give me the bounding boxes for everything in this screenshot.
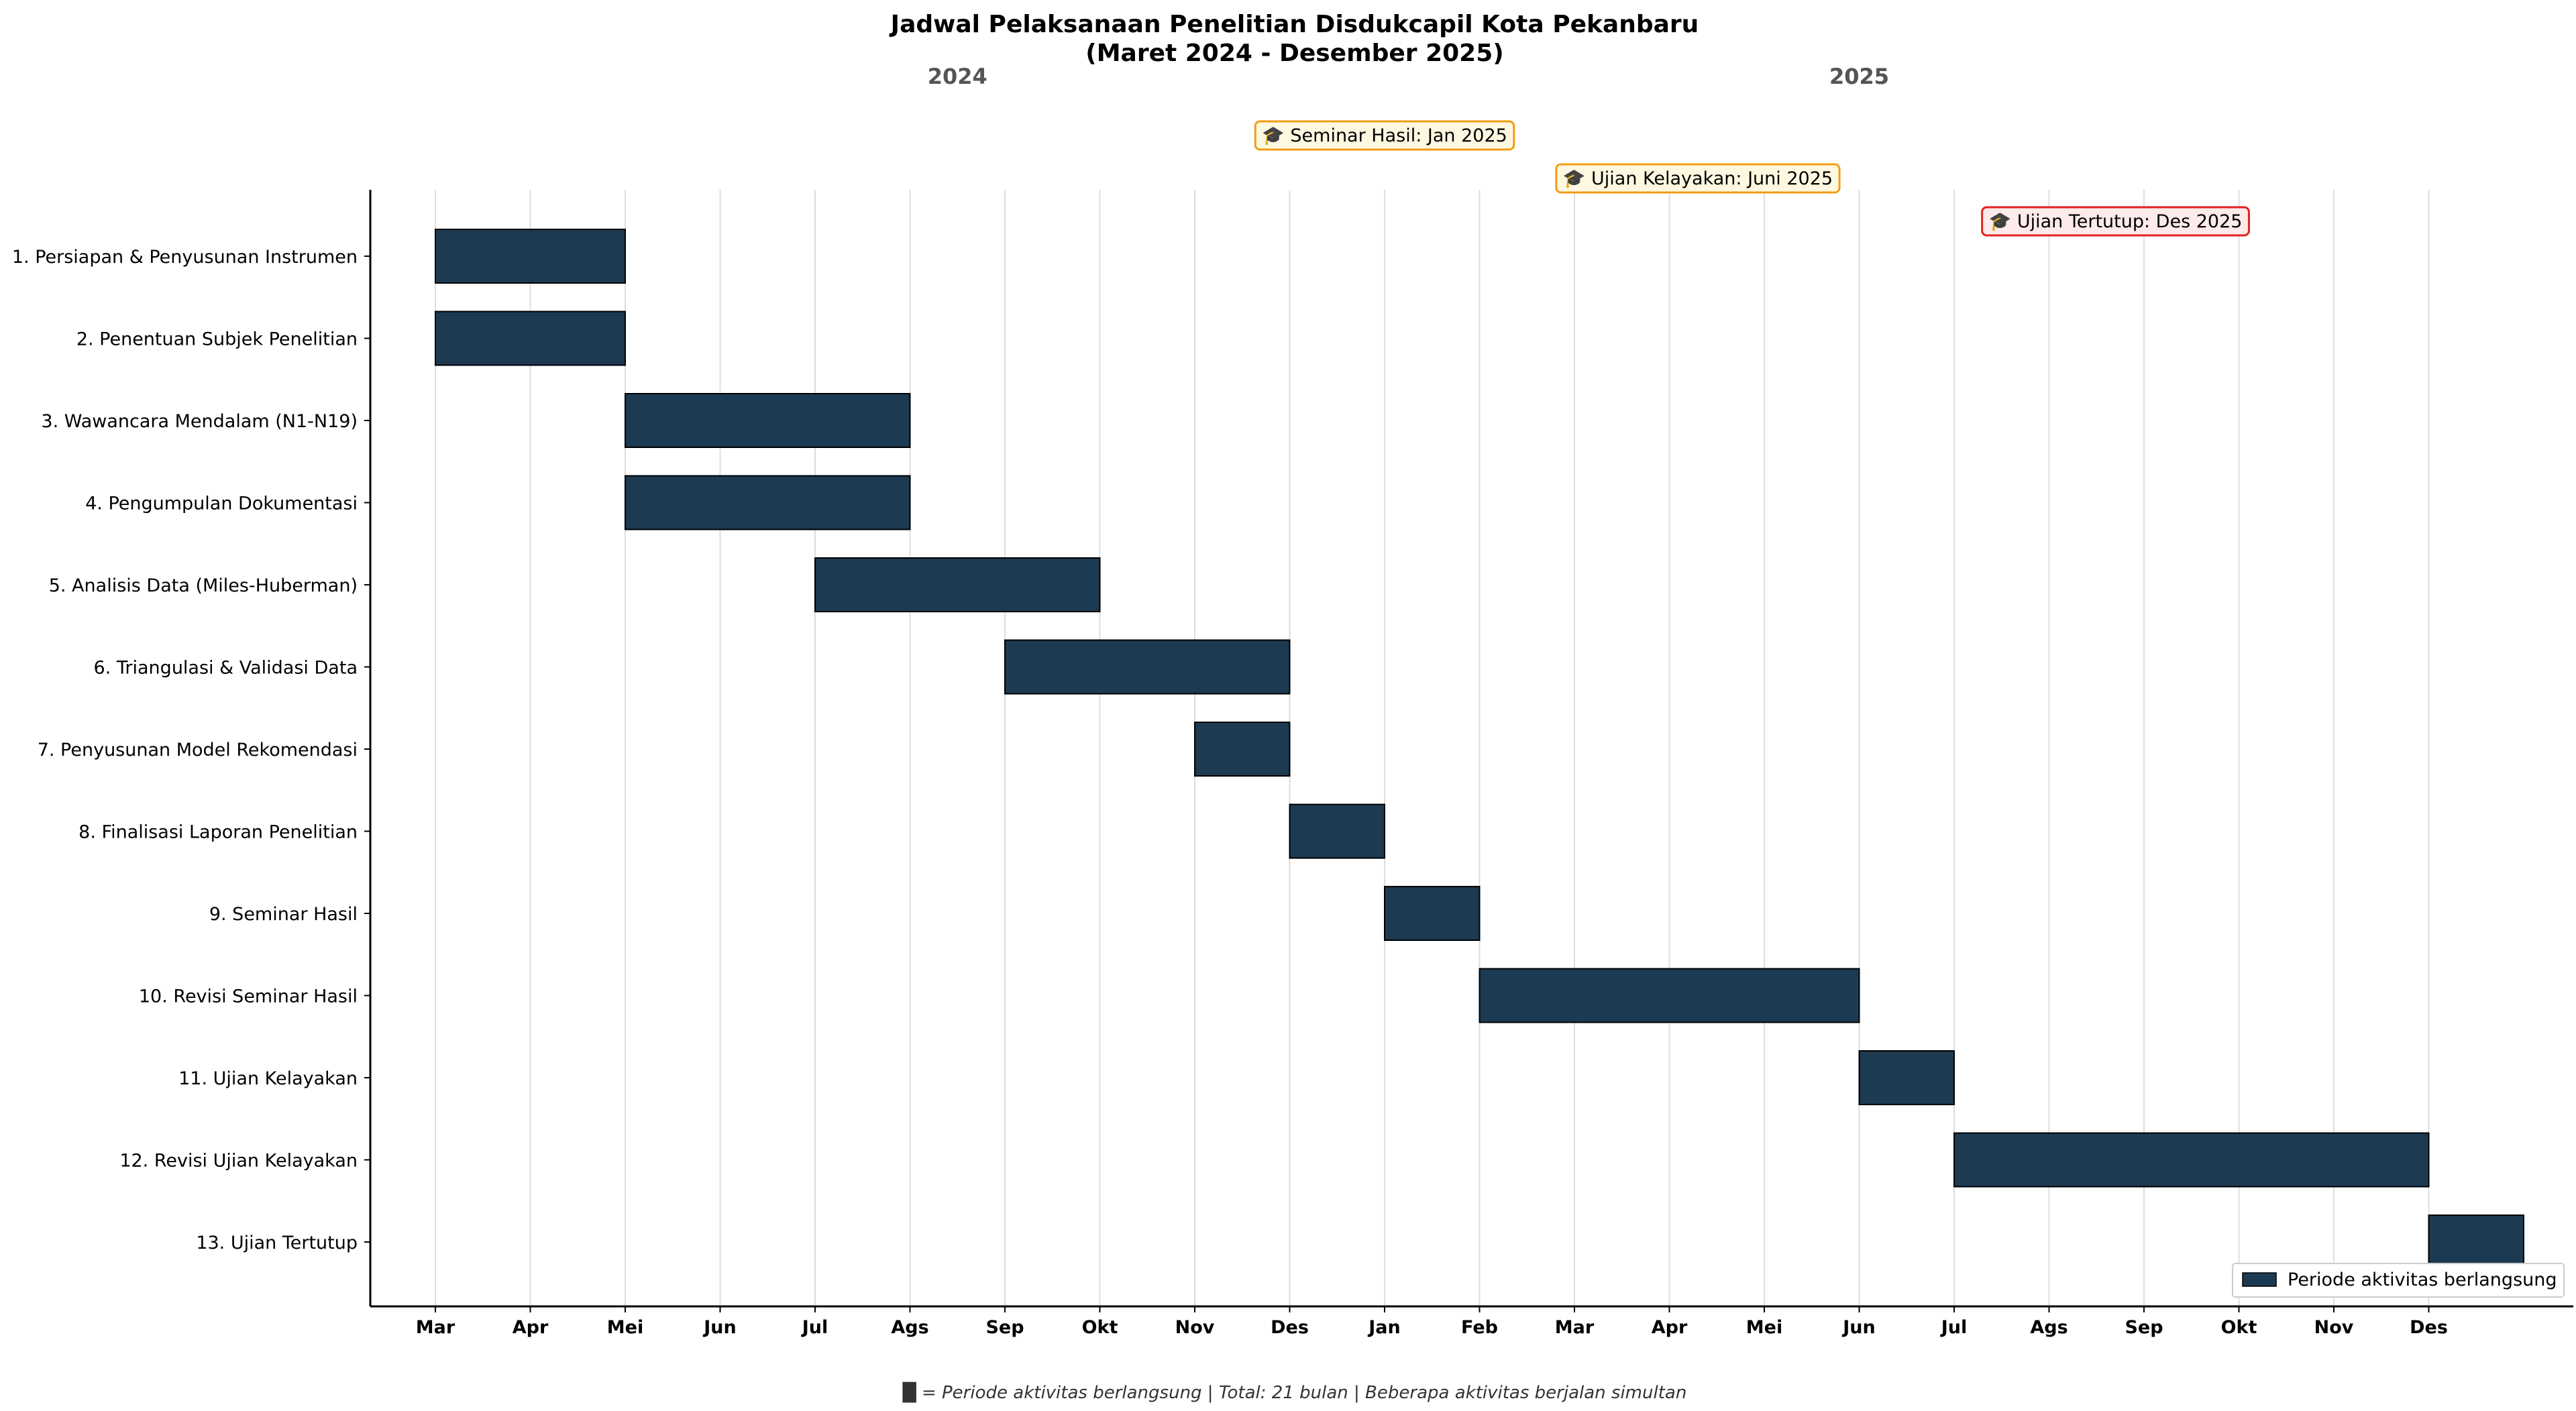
x-tick-label: Nov [1175, 1317, 1215, 1338]
year-label: 2025 [1829, 64, 1889, 89]
legend-label: Periode aktivitas berlangsung [2288, 1269, 2557, 1290]
x-tick-label: Jun [1841, 1317, 1876, 1338]
task-bar [1858, 1050, 1955, 1105]
x-tick-label: Okt [2221, 1317, 2257, 1338]
milestone-text: 🎓 Ujian Kelayakan: Juni 2025 [1563, 168, 1833, 189]
x-tick-label: Jul [1940, 1317, 1968, 1338]
task-label: 7. Penyusunan Model Rekomendasi [38, 740, 358, 760]
legend-swatch [2242, 1272, 2277, 1287]
milestones: 🎓 Seminar Hasil: Jan 2025 🎓 Ujian Kelayak… [1254, 120, 2250, 237]
task-label: 5. Analisis Data (Miles-Huberman) [49, 575, 358, 596]
task-bar [435, 311, 626, 366]
milestone-annotation: 🎓 Ujian Tertutup: Des 2025 [1981, 206, 2250, 237]
task-bar [1194, 722, 1291, 777]
milestone-text: 🎓 Seminar Hasil: Jan 2025 [1262, 125, 1507, 146]
task-bar [1289, 803, 1385, 859]
task-bar [1384, 886, 1481, 941]
axes [369, 190, 2573, 1308]
milestone-annotation: 🎓 Ujian Kelayakan: Juni 2025 [1555, 163, 1841, 194]
x-tick-label: Jul [801, 1317, 828, 1338]
task-label: 6. Triangulasi & Validasi Data [94, 658, 358, 679]
task-bar [1953, 1132, 2430, 1188]
milestone-box [1981, 206, 2250, 237]
legend: Periode aktivitas berlangsung [2232, 1263, 2565, 1298]
task-bar [435, 229, 626, 284]
task-label: 13. Ujian Tertutup [196, 1233, 358, 1253]
task-label: 12. Revisi Ujian Kelayakan [119, 1151, 358, 1172]
x-tick-label: Nov [2314, 1317, 2354, 1338]
task-label: 8. Finalisasi Laporan Penelitian [78, 822, 358, 843]
milestone-text: 🎓 Ujian Tertutup: Des 2025 [1989, 211, 2243, 232]
x-tick-label: Mar [1555, 1317, 1595, 1338]
task-bar [625, 475, 911, 530]
task-label: 2. Penentuan Subjek Penelitian [76, 329, 358, 350]
year-label: 2024 [928, 64, 987, 89]
milestone-box [1555, 163, 1841, 194]
task-bar [1479, 968, 1860, 1023]
milestone-annotation: 🎓 Seminar Hasil: Jan 2025 [1254, 120, 1515, 151]
task-label: 10. Revisi Seminar Hasil [139, 986, 358, 1007]
task-bar [1004, 639, 1291, 695]
task-label: 4. Pengumpulan Dokumentasi [85, 494, 358, 514]
x-tick-label: Mei [607, 1317, 643, 1338]
x-tick-label: Okt [1082, 1317, 1118, 1338]
x-tick-label: Ags [2030, 1317, 2068, 1338]
footnote: █ = Periode aktivitas berlangsung | Tota… [902, 1381, 1687, 1403]
task-bar [625, 393, 911, 448]
x-tick-label: Des [2410, 1317, 2448, 1338]
gridlines [435, 190, 2430, 1306]
x-tick-label: Feb [1461, 1317, 1498, 1338]
bars [435, 229, 2524, 1269]
x-tick-label: Ags [891, 1317, 928, 1338]
x-tick-label: Mei [1746, 1317, 1782, 1338]
x-tick-label: Apr [513, 1317, 549, 1338]
task-label: 1. Persiapan & Penyusunan Instrumen [12, 247, 358, 268]
month-ticks: Mar Apr Mei Jun Jul Ags Sep Okt Nov Des Jan Feb Mar A… [416, 1306, 2448, 1338]
task-bar [814, 557, 1101, 612]
task-label: 9. Seminar Hasil [209, 904, 358, 925]
x-tick-label: Jun [702, 1317, 737, 1338]
task-labels: 1. Persiapan & Penyusunan Instrumen 2. Pe… [12, 247, 370, 1253]
x-tick-label: Jan [1367, 1317, 1401, 1338]
chart-title: Jadwal Pelaksanaan Penelitian Disdukcapi… [889, 11, 1699, 38]
task-label: 3. Wawancara Mendalam (N1-N19) [41, 411, 358, 432]
x-tick-label: Sep [985, 1317, 1024, 1338]
x-tick-label: Mar [416, 1317, 455, 1338]
x-tick-label: Apr [1652, 1317, 1688, 1338]
task-label: 11. Ujian Kelayakan [178, 1068, 358, 1089]
milestone-box [1254, 120, 1515, 151]
x-tick-label: Sep [2125, 1317, 2163, 1338]
x-tick-label: Des [1271, 1317, 1309, 1338]
task-bar [2428, 1215, 2524, 1269]
chart-subtitle: (Maret 2024 - Desember 2025) [1085, 40, 1503, 67]
year-label: 2025 [1829, 64, 1889, 89]
legend-frame [2232, 1263, 2565, 1298]
